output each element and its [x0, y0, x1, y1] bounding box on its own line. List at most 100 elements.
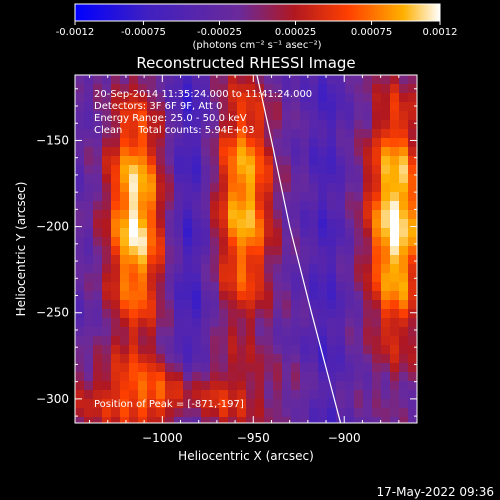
heatmap-cell	[210, 399, 219, 408]
heatmap-cell	[390, 237, 399, 246]
heatmap-cell	[246, 165, 255, 174]
heatmap-cell	[120, 183, 129, 192]
heatmap-cell	[354, 291, 363, 300]
heatmap-cell	[363, 372, 372, 381]
annotation-energy: Energy Range: 25.0 - 50.0 keV	[94, 113, 247, 124]
heatmap-cell	[354, 165, 363, 174]
heatmap-cell	[363, 84, 372, 93]
heatmap-cell	[156, 174, 165, 183]
heatmap-cell	[282, 390, 291, 399]
heatmap-cell	[210, 381, 219, 390]
heatmap-cell	[390, 354, 399, 363]
heatmap-cell	[210, 156, 219, 165]
heatmap-cell	[192, 291, 201, 300]
heatmap-cell	[228, 399, 237, 408]
heatmap-cell	[399, 84, 408, 93]
heatmap-cell	[129, 273, 138, 282]
heatmap-cell	[399, 201, 408, 210]
heatmap-cell	[219, 129, 228, 138]
heatmap-cell	[174, 246, 183, 255]
heatmap-cell	[174, 309, 183, 318]
heatmap-cell	[165, 291, 174, 300]
heatmap-cell	[255, 309, 264, 318]
heatmap-cell	[165, 318, 174, 327]
heatmap-cell	[408, 75, 417, 84]
heatmap-cell	[138, 354, 147, 363]
heatmap-cell	[345, 318, 354, 327]
heatmap-cell	[309, 156, 318, 165]
heatmap-cell	[174, 102, 183, 111]
heatmap-cell	[408, 120, 417, 129]
heatmap-cell	[264, 300, 273, 309]
heatmap-cell	[246, 336, 255, 345]
heatmap-cell	[354, 201, 363, 210]
heatmap-cell	[147, 381, 156, 390]
heatmap-cell	[111, 255, 120, 264]
heatmap-cell	[192, 192, 201, 201]
heatmap-cell	[336, 174, 345, 183]
heatmap-cell	[327, 84, 336, 93]
heatmap-cell	[345, 210, 354, 219]
heatmap-cell	[345, 84, 354, 93]
heatmap-cell	[237, 309, 246, 318]
heatmap-cell	[192, 399, 201, 408]
heatmap-cell	[138, 282, 147, 291]
heatmap-cell	[372, 264, 381, 273]
heatmap-cell	[228, 165, 237, 174]
heatmap-cell	[84, 273, 93, 282]
heatmap-cell	[399, 354, 408, 363]
heatmap-cell	[255, 282, 264, 291]
heatmap-cell	[93, 345, 102, 354]
heatmap-cell	[264, 282, 273, 291]
heatmap-cell	[300, 336, 309, 345]
heatmap-cell	[228, 246, 237, 255]
heatmap-cell	[93, 228, 102, 237]
heatmap-cell	[318, 138, 327, 147]
heatmap-cell	[399, 390, 408, 399]
heatmap-cell	[84, 165, 93, 174]
heatmap-cell	[165, 417, 174, 423]
heatmap-cell	[201, 246, 210, 255]
heatmap-cell	[273, 147, 282, 156]
heatmap-cell	[93, 291, 102, 300]
heatmap-cell	[264, 390, 273, 399]
heatmap-cell	[93, 336, 102, 345]
heatmap-cell	[93, 309, 102, 318]
heatmap-cell	[372, 84, 381, 93]
heatmap-cell	[273, 228, 282, 237]
heatmap-cell	[354, 273, 363, 282]
heatmap-cell	[111, 102, 120, 111]
heatmap-cell	[246, 417, 255, 423]
heatmap-cell	[399, 147, 408, 156]
heatmap-cell	[219, 300, 228, 309]
heatmap-cell	[282, 102, 291, 111]
heatmap-cell	[264, 237, 273, 246]
heatmap-cell	[147, 219, 156, 228]
heatmap-cell	[300, 309, 309, 318]
heatmap-cell	[399, 210, 408, 219]
heatmap-cell	[75, 390, 84, 399]
heatmap-cell	[183, 237, 192, 246]
heatmap-cell	[291, 345, 300, 354]
heatmap-cell	[246, 300, 255, 309]
heatmap-cell	[255, 381, 264, 390]
heatmap-cell	[336, 300, 345, 309]
heatmap-cell	[183, 93, 192, 102]
heatmap-cell	[336, 291, 345, 300]
heatmap-cell	[273, 174, 282, 183]
heatmap-cell	[84, 93, 93, 102]
heatmap-image	[75, 75, 417, 423]
heatmap-cell	[174, 354, 183, 363]
heatmap-cell	[318, 363, 327, 372]
heatmap-cell	[174, 165, 183, 174]
heatmap-cell	[309, 273, 318, 282]
heatmap-cell	[192, 156, 201, 165]
heatmap-cell	[210, 363, 219, 372]
heatmap-cell	[192, 183, 201, 192]
heatmap-cell	[156, 147, 165, 156]
heatmap-cell	[147, 264, 156, 273]
heatmap-cell	[399, 156, 408, 165]
heatmap-cell	[273, 237, 282, 246]
chart-title: Reconstructed RHESSI Image	[136, 54, 355, 72]
heatmap-cell	[102, 111, 111, 120]
